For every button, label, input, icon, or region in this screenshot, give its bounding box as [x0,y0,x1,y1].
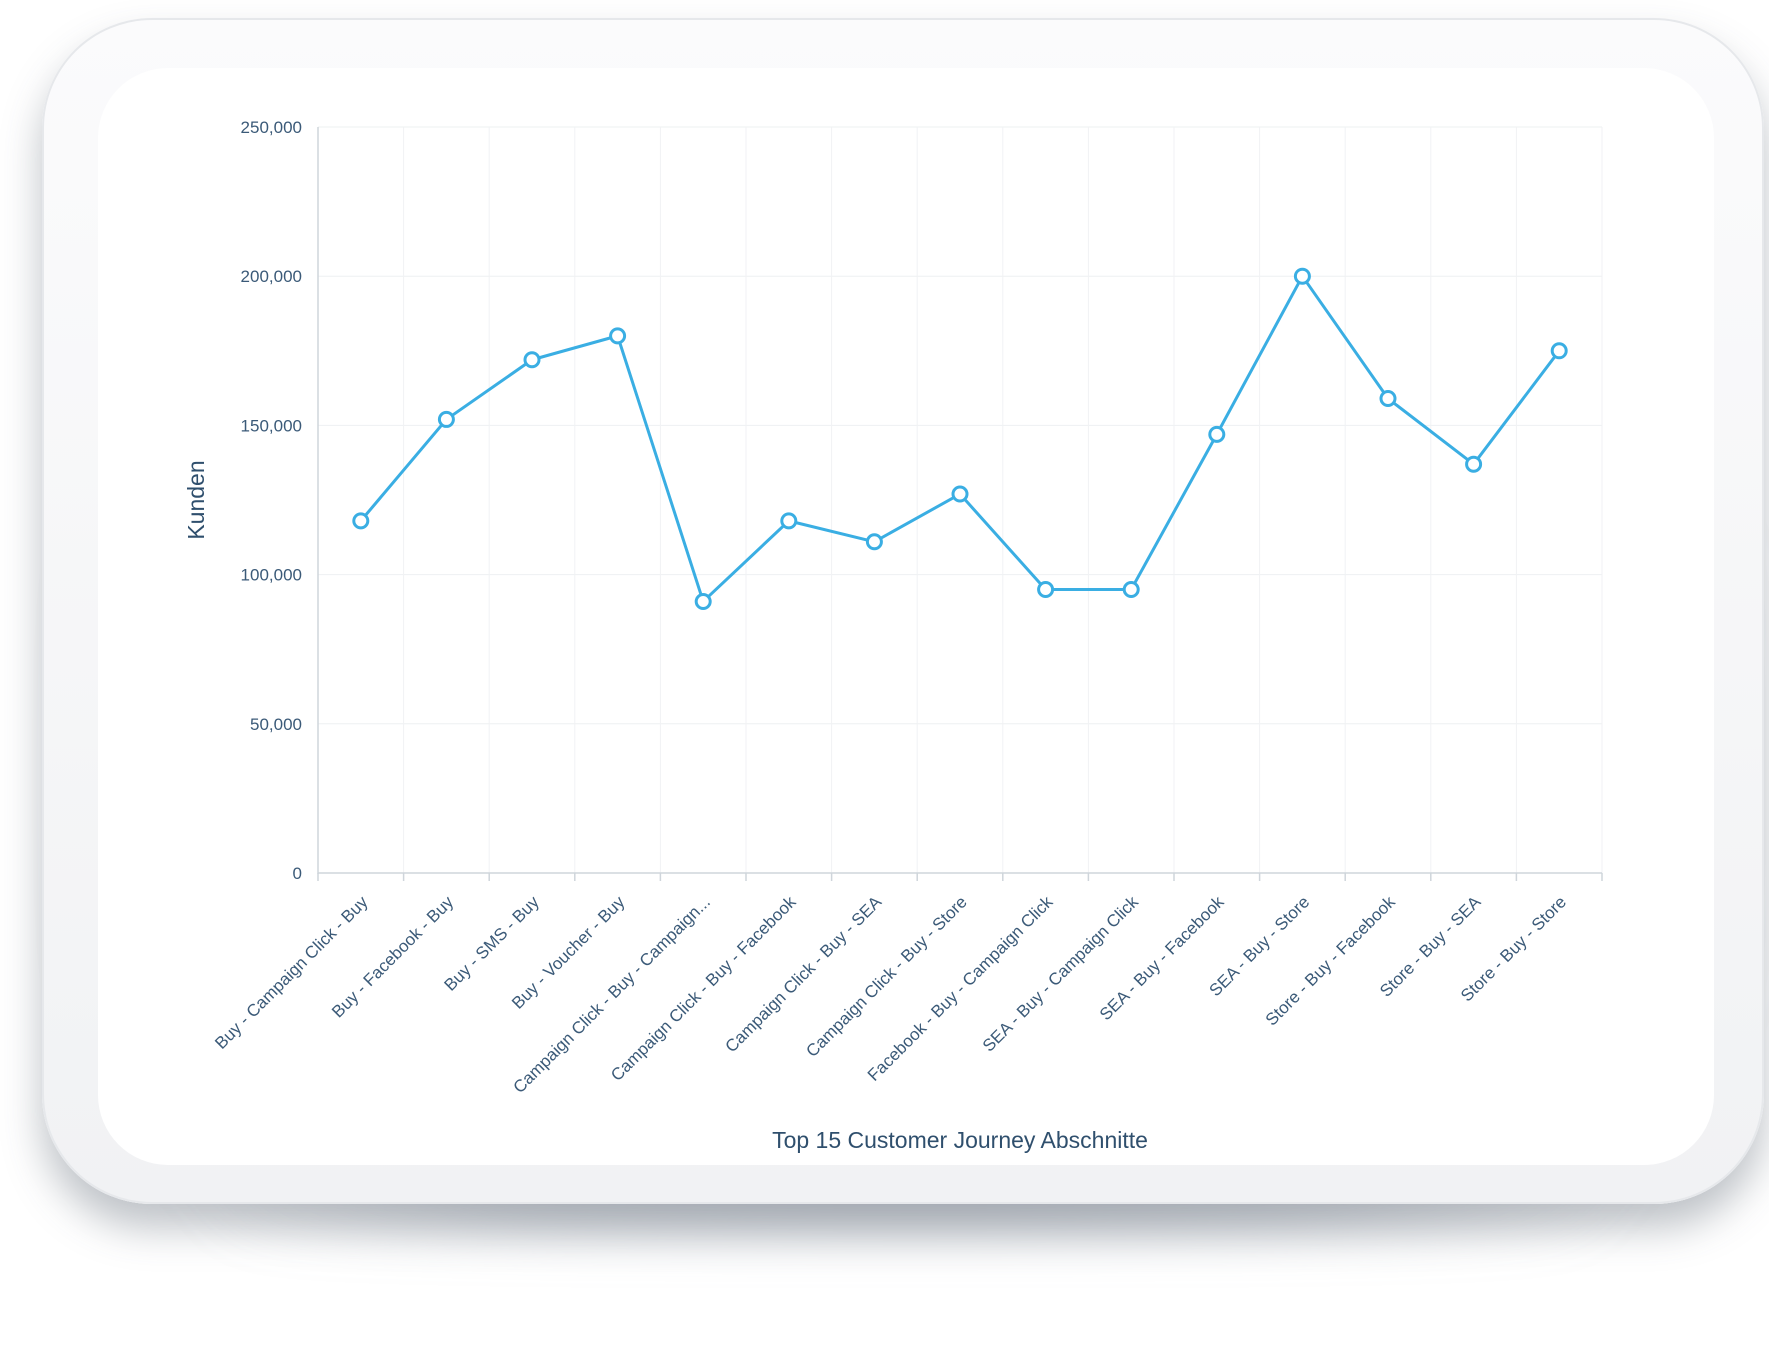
data-point[interactable] [780,512,798,530]
data-point[interactable] [865,533,883,551]
data-point[interactable] [1379,390,1397,408]
data-point[interactable] [437,410,455,428]
y-tick-label: 0 [293,864,302,883]
data-point[interactable] [694,592,712,610]
y-tick-label: 50,000 [250,715,302,734]
data-point[interactable] [1293,267,1311,285]
data-point[interactable] [523,351,541,369]
x-tick-label: Campaign Click - Buy - Store [802,892,970,1060]
data-point[interactable] [352,512,370,530]
y-tick-label: 200,000 [241,267,302,286]
y-tick-label: 250,000 [241,118,302,137]
y-tick-label: 150,000 [241,416,302,435]
y-axis-title: Kunden [183,460,209,539]
data-point[interactable] [1208,425,1226,443]
series-line [359,274,1561,603]
data-point[interactable] [1037,581,1055,599]
chart-grid [318,126,1603,873]
data-point[interactable] [951,485,969,503]
data-point[interactable] [609,327,627,345]
x-tick-label: SEA - Buy - Campaign Click [979,892,1142,1055]
data-point[interactable] [1122,581,1140,599]
x-tick-label: Campaign Click - Buy - Facebook [607,892,800,1085]
x-axis-title: Top 15 Customer Journey Abschnitte [772,1127,1148,1153]
y-tick-label: 100,000 [241,566,302,585]
x-tick-label: Campaign Click - Buy - SEA [721,892,885,1056]
series-kunden [352,267,1568,610]
y-axis-ticks: 0 50,000 100,000 150,000 200,000 250,000 [241,118,302,883]
data-point[interactable] [1550,342,1568,360]
x-tick-label: Buy - Campaign Click - Buy [211,892,372,1053]
x-tick-label: Facebook - Buy - Campaign Click [864,892,1057,1085]
data-point[interactable] [1465,455,1483,473]
chart-axes [317,127,1603,881]
chart-panel [98,68,1714,1165]
